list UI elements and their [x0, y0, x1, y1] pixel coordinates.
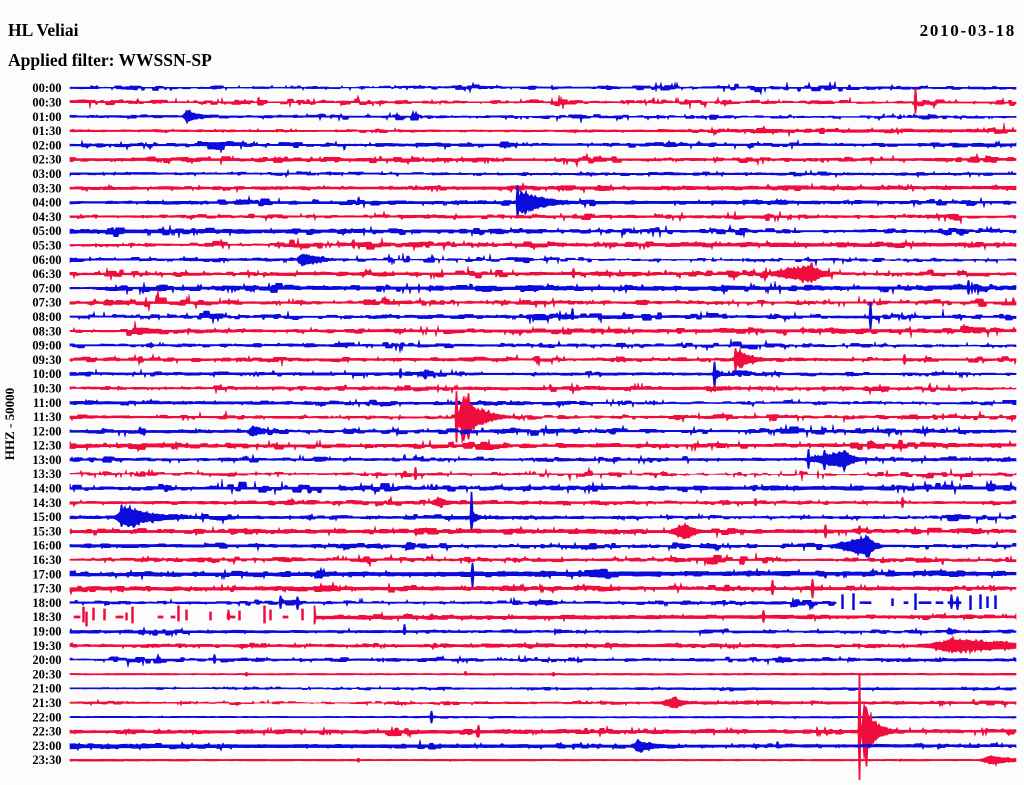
svg-text:02:30: 02:30: [32, 153, 61, 167]
svg-text:18:00: 18:00: [32, 596, 61, 610]
svg-text:00:30: 00:30: [32, 96, 61, 110]
svg-text:08:00: 08:00: [32, 310, 61, 324]
svg-text:11:00: 11:00: [33, 396, 61, 410]
svg-text:05:30: 05:30: [32, 239, 61, 253]
svg-text:Applied filter: WWSSN-SP: Applied filter: WWSSN-SP: [8, 50, 212, 70]
svg-text:07:00: 07:00: [32, 281, 61, 295]
svg-text:18:30: 18:30: [32, 610, 61, 624]
svg-text:08:30: 08:30: [32, 324, 61, 338]
svg-text:19:30: 19:30: [32, 639, 61, 653]
svg-text:07:30: 07:30: [32, 296, 61, 310]
svg-text:15:30: 15:30: [32, 524, 61, 538]
svg-text:11:30: 11:30: [33, 410, 61, 424]
svg-text:22:00: 22:00: [32, 710, 61, 724]
svg-text:HL Veliai: HL Veliai: [8, 20, 79, 40]
svg-text:20:30: 20:30: [32, 667, 61, 681]
svg-text:05:00: 05:00: [32, 224, 61, 238]
svg-text:06:30: 06:30: [32, 267, 61, 281]
svg-text:03:30: 03:30: [32, 181, 61, 195]
svg-text:01:30: 01:30: [32, 124, 61, 138]
svg-text:09:00: 09:00: [32, 339, 61, 353]
svg-text:20:00: 20:00: [32, 653, 61, 667]
svg-text:2010-03-18: 2010-03-18: [920, 21, 1016, 40]
svg-text:12:30: 12:30: [32, 439, 61, 453]
svg-text:17:00: 17:00: [32, 567, 61, 581]
svg-text:10:00: 10:00: [32, 367, 61, 381]
svg-text:23:30: 23:30: [32, 753, 61, 767]
svg-text:16:30: 16:30: [32, 553, 61, 567]
svg-text:14:00: 14:00: [32, 482, 61, 496]
svg-text:12:00: 12:00: [32, 424, 61, 438]
svg-text:02:00: 02:00: [32, 138, 61, 152]
svg-text:04:30: 04:30: [32, 210, 61, 224]
svg-text:04:00: 04:00: [32, 196, 61, 210]
svg-text:23:00: 23:00: [32, 739, 61, 753]
svg-text:13:00: 13:00: [32, 453, 61, 467]
svg-text:03:00: 03:00: [32, 167, 61, 181]
svg-text:14:30: 14:30: [32, 496, 61, 510]
svg-text:22:30: 22:30: [32, 725, 61, 739]
svg-text:00:00: 00:00: [32, 81, 61, 95]
svg-text:15:00: 15:00: [32, 510, 61, 524]
svg-text:13:30: 13:30: [32, 467, 61, 481]
svg-text:21:00: 21:00: [32, 682, 61, 696]
svg-text:16:00: 16:00: [32, 539, 61, 553]
svg-text:21:30: 21:30: [32, 696, 61, 710]
svg-text:19:00: 19:00: [32, 625, 61, 639]
svg-text:HHZ - 50000: HHZ - 50000: [2, 388, 17, 460]
svg-text:09:30: 09:30: [32, 353, 61, 367]
svg-text:01:00: 01:00: [32, 110, 61, 124]
svg-text:17:30: 17:30: [32, 582, 61, 596]
svg-text:06:00: 06:00: [32, 253, 61, 267]
svg-text:10:30: 10:30: [32, 382, 61, 396]
